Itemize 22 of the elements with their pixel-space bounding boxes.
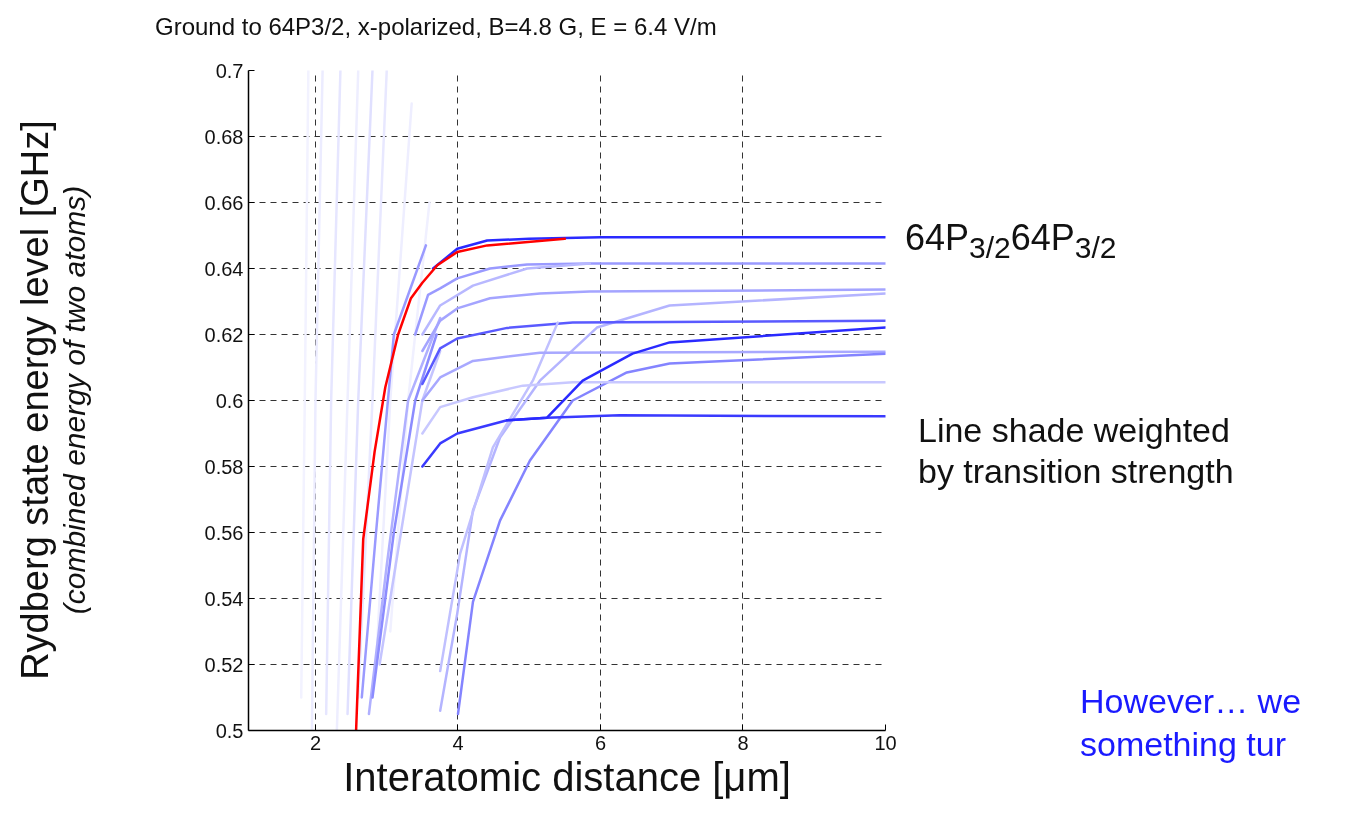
x-tick-label: 2 [309, 731, 322, 754]
text: Line shade weighted by transition strength [918, 410, 1234, 492]
x-tick-label: 6 [594, 731, 607, 754]
y-tick-label: 0.64 [204, 257, 244, 280]
x-tick-label: 4 [452, 731, 464, 754]
x-tick-label: 10 [874, 731, 897, 754]
y-tick-label: 0.68 [204, 125, 244, 148]
text: However… we something tur [1080, 681, 1302, 765]
annotation: 64P$_{3/2}$64P$_{3/2}$ [905, 216, 1117, 267]
y-tick-label: 0.52 [204, 653, 244, 676]
y-tick-label: 0.58 [204, 455, 244, 478]
y-axis-title: Rydberg state energy level [GHz] (combined energy of two atoms) [14, 120, 91, 680]
y-tick-label: 0.5 [215, 719, 244, 742]
y-tick-label: 0.6 [215, 389, 244, 412]
y-tick-label: 0.56 [204, 521, 244, 544]
x-tick-label: 8 [737, 731, 749, 754]
y-tick-label: 0.66 [204, 191, 244, 214]
y-tick-label: 0.54 [204, 587, 244, 610]
x-axis-title: Interatomic distance [μm] [343, 754, 791, 799]
y-tick-label: 0.62 [204, 323, 244, 346]
y-tick-label: 0.7 [215, 59, 244, 82]
chart-title: Ground to 64P3/2, x-polarized, B=4.8 G, E = 6.4 V/m [155, 12, 717, 42]
